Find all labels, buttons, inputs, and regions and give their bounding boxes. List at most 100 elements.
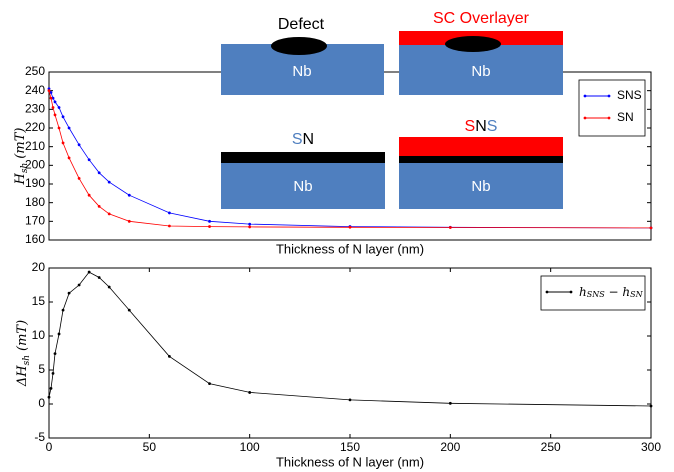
y-axis-label: ΔHsh (mT) (15, 320, 32, 387)
legend-swatch (545, 290, 549, 294)
legend-part: SN (630, 290, 643, 299)
s-letter: S (292, 131, 303, 148)
sns-label: SNS (465, 118, 498, 135)
sn-label: SN (292, 131, 314, 148)
y-tick-label: 5 (38, 362, 45, 376)
n-layer (399, 156, 563, 163)
y-tick-label: 160 (25, 232, 45, 246)
x-tick-label: 0 (46, 440, 53, 454)
data-point (51, 106, 55, 109)
legend-box (540, 275, 646, 311)
defect (271, 37, 327, 55)
series-line (48, 271, 652, 407)
y-axis-label: Hsh (mT) (13, 128, 30, 186)
x-tick-label: 200 (440, 440, 460, 454)
data-point (67, 291, 71, 295)
data-point (87, 193, 91, 197)
data-point (77, 177, 81, 180)
y-tick-label: 240 (25, 83, 45, 97)
data-point (208, 382, 211, 385)
data-point (97, 171, 101, 175)
y-tick-label: 20 (32, 260, 46, 274)
data-point (248, 225, 252, 229)
data-point (53, 113, 57, 117)
data-point (61, 115, 65, 119)
nb-label: Nb (471, 63, 490, 80)
legend-part: h (622, 285, 630, 299)
nb-label: Nb (471, 178, 490, 195)
subplot: 160 170 180 190 200 210 220 230 240 250 Thickness … (13, 64, 653, 256)
y-tick-label: 210 (25, 139, 45, 153)
data-point (57, 106, 61, 109)
legend-swatch (607, 116, 611, 120)
data-point (47, 395, 51, 399)
data-point (127, 219, 131, 223)
nb-label: Nb (293, 178, 312, 195)
y-tick-label: 190 (25, 176, 45, 190)
data-point (168, 211, 171, 215)
data-point (649, 226, 653, 230)
data-point (168, 224, 171, 228)
data-point (649, 404, 653, 408)
data-point (248, 391, 252, 394)
data-point (208, 225, 211, 228)
data-point (127, 193, 131, 197)
data-point (448, 226, 452, 229)
legend-label: hSNS − hSN (579, 285, 644, 300)
data-point (348, 225, 352, 229)
data-point (107, 212, 111, 216)
legend-label: SNS (617, 88, 642, 102)
sc-overlayer (399, 137, 563, 156)
data-point (53, 352, 57, 356)
x-tick-label: 250 (541, 440, 561, 454)
legend-part: h (579, 285, 587, 299)
ylabel-subscript: sh (20, 163, 30, 173)
y-tick-label: 220 (25, 120, 45, 134)
y-tick-label: 0 (38, 396, 45, 410)
data-point (51, 372, 55, 375)
y-tick-label: 250 (25, 64, 45, 78)
y-tick-label: 15 (32, 294, 46, 308)
y-tick-label: 230 (25, 102, 45, 116)
legend-part: SNS (587, 290, 605, 299)
ylabel-subscript: sh (22, 355, 32, 365)
legend-part: − (605, 285, 623, 299)
data-point (448, 401, 452, 405)
x-tick-label: 50 (143, 440, 157, 454)
x-tick-label: 300 (641, 440, 661, 454)
data-point (53, 100, 57, 104)
x-axis-label: Thickness of N layer (nm) (276, 454, 424, 469)
data-point (67, 126, 71, 130)
data-point (49, 91, 53, 94)
ylabel-unit: (mT) (13, 128, 28, 159)
y-tick-label: 180 (25, 195, 45, 209)
legend-label: SN (617, 110, 634, 124)
defect-label: Defect (278, 16, 325, 33)
data-point (57, 332, 61, 336)
y-tick-label: 200 (25, 158, 45, 172)
data-point (77, 143, 81, 147)
s-letter: S (465, 118, 476, 135)
x-tick-label: 100 (240, 440, 260, 454)
y-tick-label: 10 (32, 328, 46, 342)
s-letter: S (487, 118, 498, 135)
n-layer (221, 152, 385, 163)
ylabel-symbol: H (13, 172, 28, 185)
n-letter: N (303, 131, 315, 148)
data-point (107, 180, 111, 184)
ylabel-unit: (mT) (15, 320, 30, 351)
data-point (87, 158, 91, 162)
data-point (248, 222, 252, 226)
data-point (127, 308, 131, 312)
data-point (47, 89, 51, 93)
data-point (77, 283, 81, 287)
data-point (49, 386, 53, 390)
data-point (61, 308, 65, 312)
data-point (97, 276, 101, 279)
data-point (107, 285, 111, 289)
inset-diagrams: Defect Nb SC Overlayer Nb SN Nb SNS Nb (221, 10, 563, 209)
overlayer-label: SC Overlayer (433, 10, 530, 27)
data-point (51, 96, 55, 100)
